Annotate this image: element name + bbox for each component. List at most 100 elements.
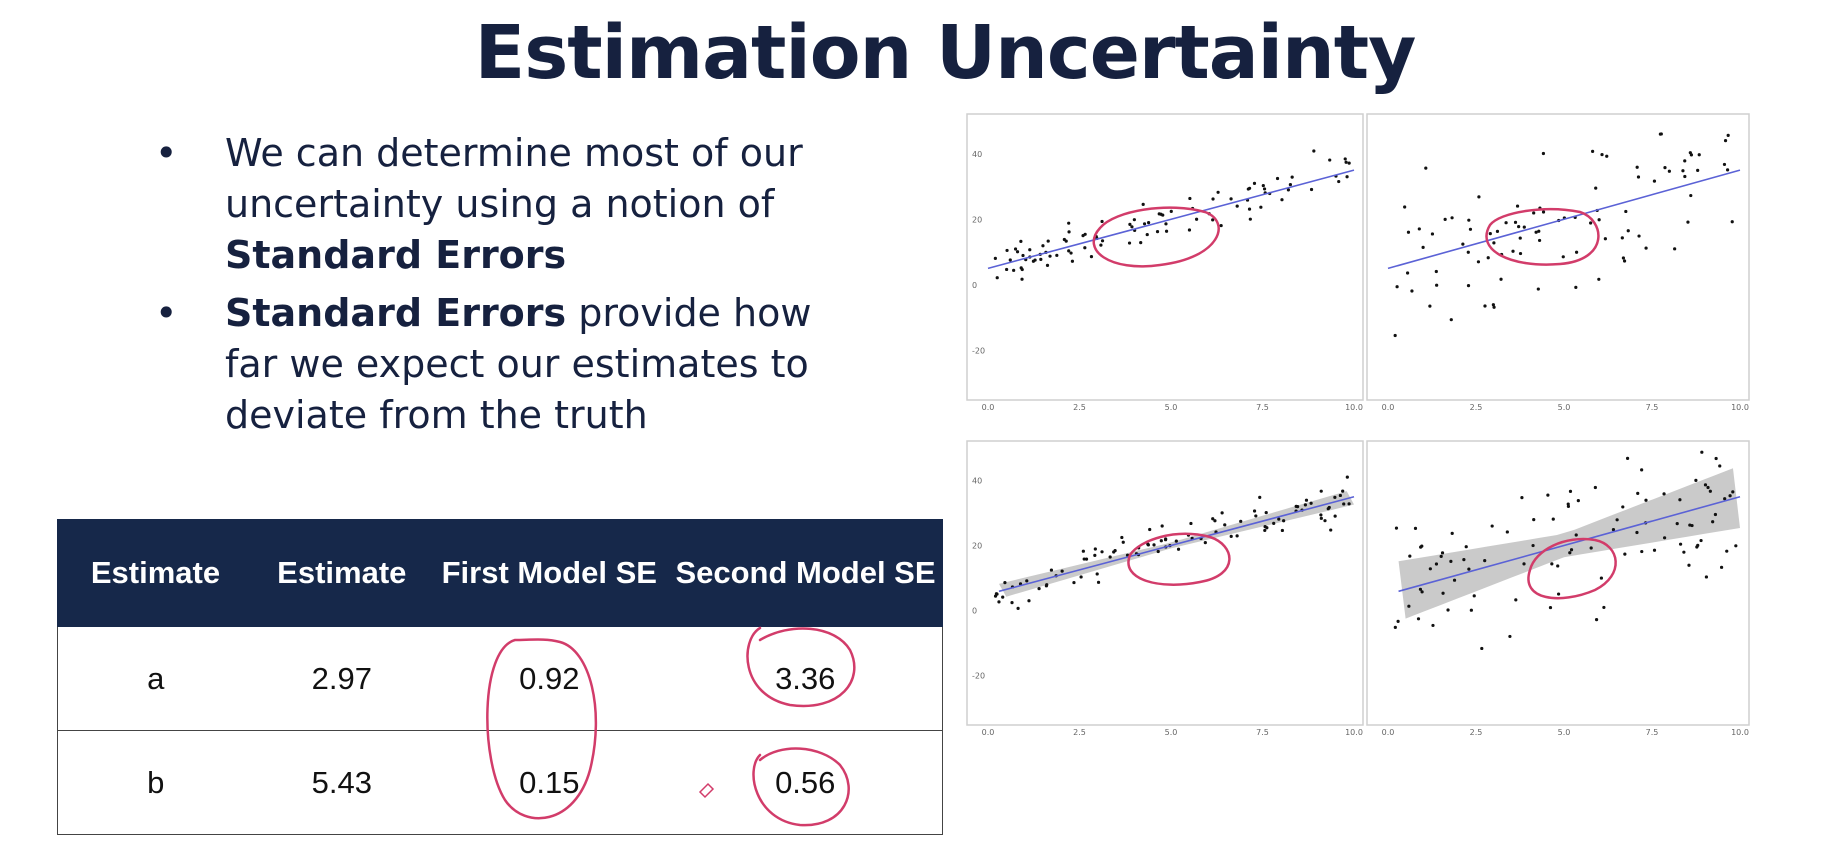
data-point (1652, 548, 1657, 552)
data-point (1424, 166, 1428, 170)
data-point (1499, 277, 1503, 281)
data-point (1600, 152, 1604, 157)
data-point (1522, 225, 1526, 229)
estimate-name: a (57, 626, 254, 731)
data-point (1062, 237, 1066, 242)
x-tick-label: 5.0 (1165, 403, 1178, 412)
data-point (1730, 220, 1734, 224)
x-tick-label: 0.0 (982, 728, 995, 737)
data-point (1556, 564, 1560, 568)
data-point (1045, 263, 1050, 267)
table-header-row: Estimate Estimate First Model SE Second … (57, 519, 944, 627)
data-point (1431, 623, 1435, 628)
data-point (1640, 468, 1644, 472)
second-model-se: 0.56 (668, 730, 944, 835)
data-point (1128, 222, 1132, 226)
data-point (1403, 205, 1407, 209)
data-point (1139, 240, 1143, 245)
data-point (1568, 551, 1572, 555)
data-point (1164, 537, 1168, 541)
data-point (1635, 530, 1639, 535)
data-point (1467, 567, 1471, 571)
data-point (1495, 229, 1500, 233)
header-estimate-value: Estimate (252, 519, 431, 627)
data-point (1164, 222, 1168, 226)
data-point (1005, 267, 1009, 272)
data-point (1229, 197, 1233, 201)
data-point (1723, 497, 1727, 501)
data-point (1719, 565, 1724, 569)
first-model-se: 0.92 (430, 626, 669, 731)
data-point (1420, 590, 1424, 594)
data-point (1070, 259, 1075, 263)
bullet-bold-text: Standard Errors (225, 233, 567, 277)
data-point (1551, 517, 1555, 521)
data-point (1160, 524, 1164, 528)
data-point (1082, 557, 1086, 561)
data-point (1490, 524, 1494, 528)
data-point (1333, 514, 1337, 518)
data-point (1566, 504, 1571, 508)
data-point (1518, 251, 1523, 256)
data-point (1566, 502, 1570, 506)
data-point (1699, 538, 1703, 543)
data-point (1100, 550, 1104, 554)
data-point (1142, 222, 1147, 226)
data-point (1589, 221, 1593, 225)
data-point (1417, 227, 1421, 231)
data-point (1342, 502, 1346, 506)
data-point (1663, 536, 1667, 540)
data-point (1159, 212, 1163, 216)
x-tick-label: 2.5 (1073, 403, 1086, 412)
data-point (1010, 601, 1014, 605)
x-tick-label: 5.0 (1558, 403, 1571, 412)
x-tick-label: 10.0 (1731, 403, 1749, 412)
data-point (1159, 539, 1163, 543)
data-point (1500, 252, 1504, 257)
data-point (1714, 456, 1718, 461)
y-tick-label: 20 (972, 542, 982, 551)
data-point (1261, 183, 1265, 188)
data-point (1041, 244, 1045, 248)
data-point (1621, 256, 1626, 260)
data-point (1095, 572, 1099, 576)
data-point (1093, 553, 1097, 558)
data-point (1468, 227, 1473, 231)
data-point (1492, 241, 1496, 245)
data-point (1211, 218, 1215, 222)
data-point (1511, 249, 1515, 253)
data-point (1312, 149, 1316, 153)
data-point (1290, 175, 1294, 179)
data-point (1016, 606, 1020, 610)
data-point (1603, 237, 1607, 241)
data-point (1706, 485, 1710, 490)
y-tick-label: 40 (972, 477, 982, 486)
data-point (1393, 625, 1397, 630)
data-point (1067, 221, 1071, 225)
data-point (1623, 552, 1627, 556)
data-point (1265, 526, 1269, 530)
data-point (1333, 495, 1337, 499)
data-point (1483, 559, 1487, 563)
bullet-bold-text: Standard Errors (225, 291, 567, 335)
data-point (995, 276, 999, 280)
data-point (1434, 269, 1438, 274)
data-point (1541, 151, 1546, 156)
data-point (1541, 210, 1546, 214)
data-point (1067, 230, 1071, 234)
x-tick-label: 7.5 (1256, 403, 1269, 412)
data-point (1100, 239, 1105, 243)
data-point (1145, 232, 1149, 237)
data-point (1644, 246, 1648, 250)
data-point (1434, 562, 1439, 566)
data-point (1597, 218, 1601, 222)
data-point (1636, 175, 1641, 179)
data-point (1589, 546, 1593, 550)
data-point (1286, 188, 1290, 192)
second-model-se: 3.36 (668, 626, 944, 731)
data-point (1099, 243, 1103, 247)
data-point (1686, 220, 1690, 224)
data-point (1696, 168, 1700, 172)
data-point (1488, 232, 1492, 236)
data-point (1625, 456, 1630, 460)
